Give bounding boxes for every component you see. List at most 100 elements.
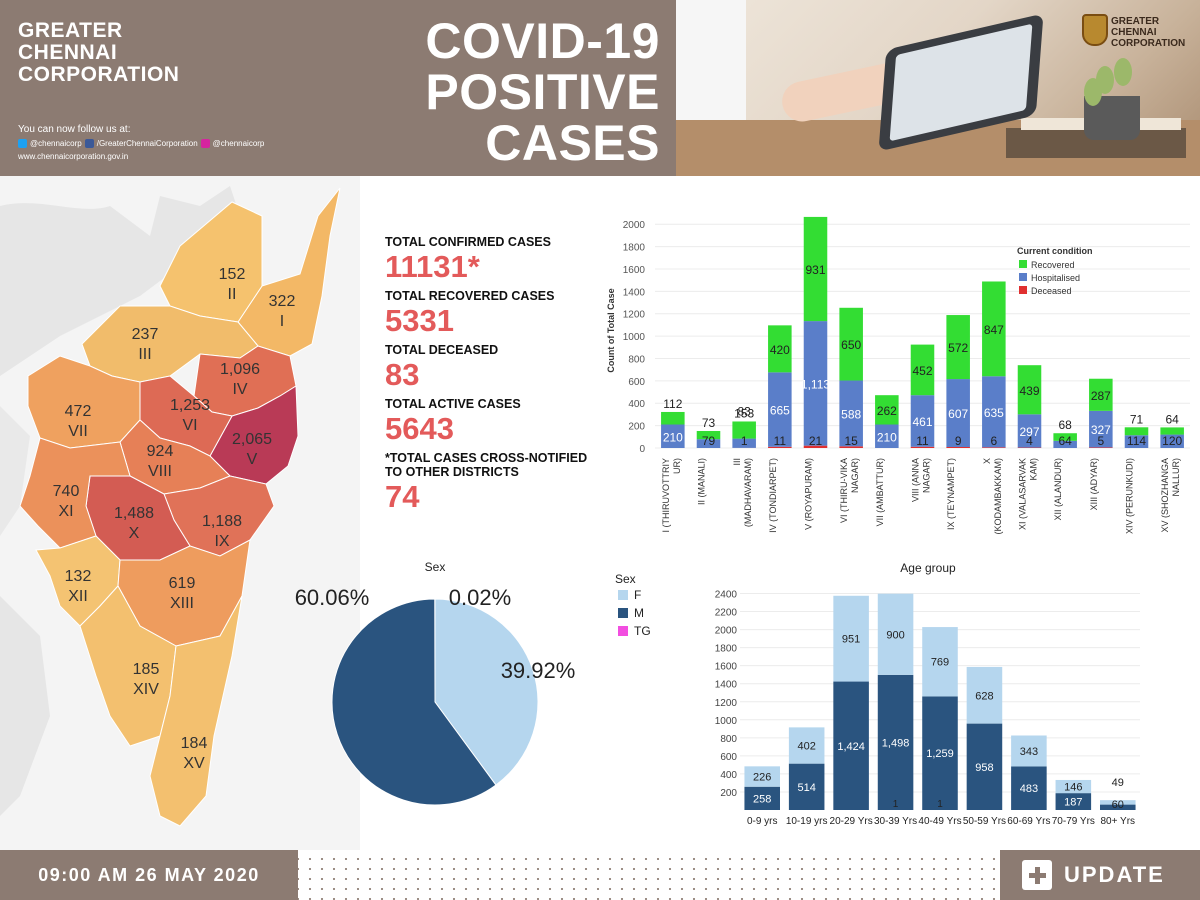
timestamp: 09:00 AM 26 MAY 2020	[0, 850, 298, 900]
x-tick-label: XIII (ADYAR)	[1089, 458, 1099, 510]
title-line: POSITIVE	[425, 64, 660, 120]
age-group-chart: Age group2004006008001000120014001600180…	[715, 561, 1140, 827]
male-data-label: 1,498	[882, 737, 910, 749]
female-bar	[833, 595, 869, 682]
deceased-data-label: 1	[741, 434, 748, 448]
y-tick-label: 200	[628, 422, 645, 433]
legend-swatch	[618, 590, 628, 600]
zone-number-label: XV	[183, 755, 205, 772]
y-tick-label: 1600	[715, 662, 738, 673]
x-tick-label: 50-59 Yrs	[963, 816, 1006, 827]
y-tick-label: 2000	[623, 220, 646, 231]
male-data-label: 958	[975, 762, 993, 774]
zone-map-svg: 322 I 152 II 237 III 1,096 IV 2,065 V 1,253 VI 472 VI…	[0, 186, 341, 827]
recovered-bar	[1017, 365, 1042, 415]
logo-line: CORPORATION	[1111, 38, 1186, 49]
y-tick-label: 600	[628, 377, 645, 388]
zone-count-label: 1,096	[220, 361, 260, 378]
deceased-data-label: 6	[990, 434, 997, 448]
twitter-icon	[18, 139, 27, 148]
x-tick-label: 20-29 Yrs	[830, 816, 873, 827]
hospitalised-data-label: 79	[702, 434, 716, 448]
deceased-value: 83	[385, 357, 420, 392]
y-tick-label: 800	[720, 734, 737, 745]
zone-number-label: III	[138, 346, 151, 363]
x-tick-label: X	[982, 458, 992, 464]
x-tick-label: I (THIRUVOTTRIY	[661, 458, 671, 533]
hospitalised-bar	[732, 438, 756, 448]
deceased-bar	[982, 447, 1006, 448]
y-tick-label: 1400	[715, 680, 738, 691]
deceased-data-label: 5	[1097, 434, 1104, 448]
recovered-data-label: 73	[702, 416, 716, 430]
legend-title: Sex	[615, 572, 636, 586]
zone-number-label: IV	[232, 381, 247, 398]
recovered-data-label: 572	[948, 341, 968, 355]
dotted-pattern	[298, 850, 1000, 900]
legend-swatch	[1019, 286, 1027, 294]
y-tick-label: 1600	[623, 265, 646, 276]
legend-label: Hospitalised	[1031, 273, 1080, 283]
hospitalised-bar	[946, 379, 970, 447]
update-badge: UPDATE	[1000, 850, 1200, 900]
twitter-handle[interactable]: @chennaicorp	[30, 139, 82, 148]
deceased-bar	[1089, 447, 1113, 448]
y-tick-label: 400	[720, 770, 737, 781]
female-bar	[877, 593, 914, 675]
zone-xv-region	[149, 595, 243, 827]
male-bar	[966, 723, 1003, 810]
x-tick-label: IV (TONDIARPET)	[768, 458, 778, 533]
pie-slice-f	[434, 598, 539, 786]
tg-data-label: 1	[937, 799, 943, 810]
organization-name: GREATER CHENNAI CORPORATION	[18, 20, 179, 86]
hospitalised-data-label: 210	[663, 430, 683, 444]
x-tick-label: VIII (ANNA	[911, 458, 921, 502]
zone-number-label: XI	[58, 503, 73, 520]
x-tick-label: VII (AMBATTUR)	[875, 458, 885, 526]
y-tick-label: 2200	[715, 608, 738, 619]
hospitalised-bar	[696, 439, 721, 448]
deceased-data-label: 9	[955, 434, 962, 448]
hospitalised-bar	[875, 424, 899, 448]
confirmed-label: TOTAL CONFIRMED CASES	[385, 235, 551, 249]
hospitalised-bar	[910, 395, 935, 447]
hospitalised-bar	[803, 321, 828, 446]
org-line: GREATER	[18, 19, 123, 42]
recovered-data-label: 68	[1058, 418, 1072, 432]
male-data-label: 258	[753, 793, 771, 805]
recovered-data-label: 439	[1019, 384, 1039, 398]
pie-slice-label: 39.92%	[501, 658, 576, 683]
recovered-bar	[875, 395, 899, 425]
female-data-label: 900	[886, 629, 904, 641]
x-tick-label: 40-49 Yrs	[918, 816, 961, 827]
deceased-data-label: 21	[809, 434, 823, 448]
hospitalised-data-label: 210	[877, 430, 897, 444]
follow-text: You can now follow us at:	[18, 124, 131, 135]
pie-slice-label: 60.06%	[295, 585, 370, 610]
x-tick-label: XI (VALASARVAK	[1018, 458, 1028, 530]
x-tick-label: II (MANALI)	[697, 458, 707, 505]
recovered-bar	[910, 344, 935, 396]
recovered-bar	[982, 281, 1006, 377]
zone-count-label: 1,253	[170, 397, 210, 414]
zone-count-label: 237	[132, 326, 159, 343]
recovered-data-label: 112	[663, 397, 682, 411]
plus-icon	[1022, 860, 1052, 890]
female-data-label: 951	[842, 634, 860, 646]
y-tick-label: 2000	[715, 626, 738, 637]
recovered-data-label: 847	[984, 323, 1004, 337]
confirmed-value: 11131*	[385, 249, 480, 284]
y-tick-label: 1400	[623, 287, 646, 298]
website-link[interactable]: www.chennaicorporation.gov.in	[18, 152, 129, 161]
facebook-handle[interactable]: /GreaterChennaiCorporation	[96, 139, 198, 148]
zone-count-label: 322	[269, 293, 296, 310]
instagram-handle[interactable]: @chennaicorp	[212, 139, 265, 148]
hospitalised-data-label: 297	[1019, 425, 1039, 439]
male-bar	[922, 696, 958, 810]
x-tick-label: NAGAR)	[850, 458, 860, 493]
zone-count-label: 1,488	[114, 505, 154, 522]
deceased-bar	[803, 445, 828, 448]
x-tick-label: 10-19 yrs	[786, 816, 828, 827]
recovered-bar	[696, 430, 721, 440]
